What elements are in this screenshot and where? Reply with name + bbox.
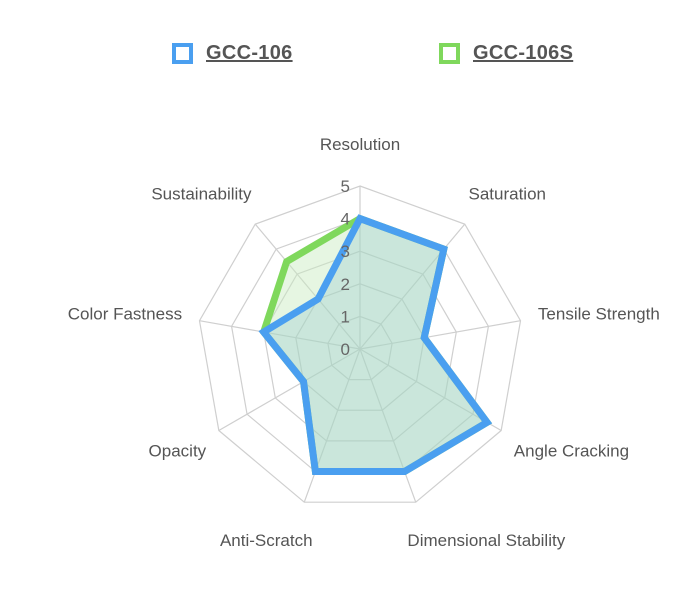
legend-item-gcc-106[interactable]: GCC-106 — [172, 42, 293, 65]
grid-spoke-color-fastness — [199, 320, 361, 350]
grid-spoke-dimensional-stability — [359, 348, 417, 503]
axis-label-angle-cracking: Angle Cracking — [514, 442, 629, 461]
axis-label-sustainability: Sustainability — [151, 184, 252, 203]
grid-spoke-saturation — [359, 223, 466, 350]
grid-spoke-tensile-strength — [359, 320, 521, 350]
tick-label-5: 5 — [341, 177, 350, 196]
grid-spoke-opacity — [218, 348, 361, 432]
grid-ring-1 — [327, 315, 393, 381]
legend-label-gcc-106s: GCC-106S — [473, 42, 574, 64]
chart-legend: GCC-106 GCC-106S — [0, 42, 700, 72]
tick-label-3: 3 — [341, 242, 350, 261]
axis-label-tensile-strength: Tensile Strength — [538, 305, 660, 324]
grid-spoke-sustainability — [254, 223, 361, 350]
grid-ring-2 — [295, 283, 425, 411]
grid-ring-3 — [263, 250, 457, 442]
axis-label-color-fastness: Color Fastness — [68, 305, 182, 324]
grid-spoke-anti-scratch — [303, 348, 361, 503]
series-area-gcc-106s — [263, 218, 488, 472]
grid-spoke-angle-cracking — [359, 348, 502, 432]
tick-label-1: 1 — [341, 307, 350, 326]
axis-label-resolution: Resolution — [320, 135, 400, 154]
axis-label-saturation: Saturation — [468, 184, 545, 203]
axis-label-anti-scratch: Anti-Scratch — [220, 531, 313, 550]
tick-label-0: 0 — [341, 340, 350, 359]
legend-item-gcc-106s[interactable]: GCC-106S — [439, 42, 573, 65]
series-area-gcc-106 — [263, 218, 488, 472]
grid-ring-5 — [198, 185, 522, 503]
axis-label-dimensional-stability: Dimensional Stability — [407, 531, 565, 550]
axis-label-opacity: Opacity — [149, 442, 207, 461]
tick-label-4: 4 — [341, 210, 350, 229]
legend-swatch-gcc-106s — [439, 43, 460, 64]
legend-label-gcc-106: GCC-106 — [206, 42, 293, 64]
legend-swatch-gcc-106 — [172, 43, 193, 64]
tick-label-2: 2 — [341, 275, 350, 294]
series-line-gcc-106 — [258, 214, 493, 476]
